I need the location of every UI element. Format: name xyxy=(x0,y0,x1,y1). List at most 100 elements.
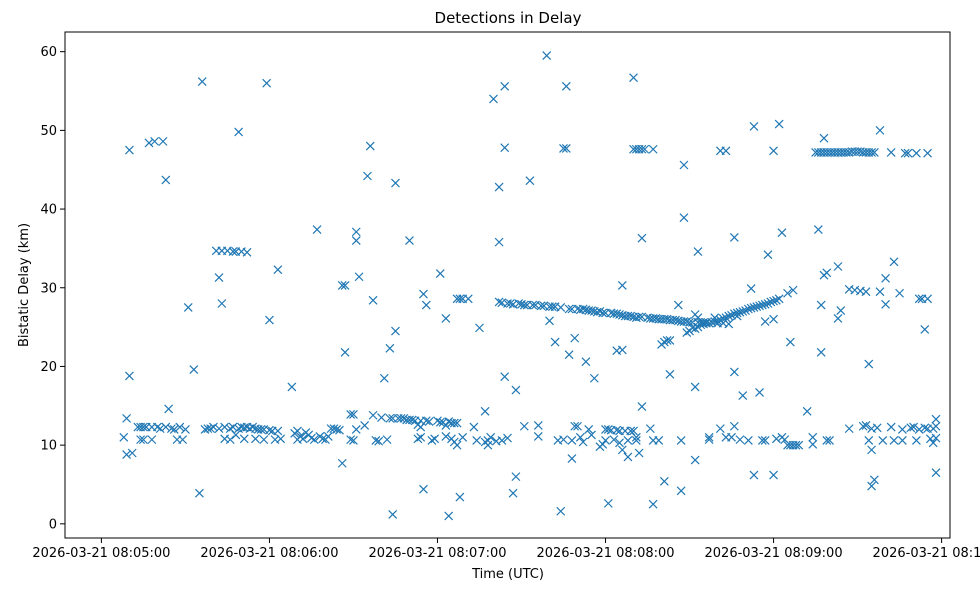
data-point xyxy=(346,435,356,445)
data-point xyxy=(867,445,877,455)
data-point xyxy=(578,304,588,314)
data-point xyxy=(771,434,781,444)
data-point xyxy=(525,176,535,186)
data-point xyxy=(713,316,722,326)
data-point xyxy=(741,306,750,315)
data-point xyxy=(637,233,647,243)
data-point xyxy=(550,337,560,347)
data-point xyxy=(735,435,745,445)
data-point xyxy=(421,300,431,310)
data-point xyxy=(889,257,899,267)
data-point xyxy=(475,323,484,333)
data-point xyxy=(931,468,941,478)
data-point xyxy=(503,433,512,443)
data-point xyxy=(626,311,636,321)
data-point xyxy=(323,432,333,441)
data-point xyxy=(623,452,633,462)
data-point xyxy=(433,416,442,426)
y-tick-label: 30 xyxy=(40,281,57,296)
data-point xyxy=(743,435,753,445)
data-point xyxy=(729,421,739,431)
data-point xyxy=(407,415,417,425)
data-point xyxy=(214,273,224,282)
data-point xyxy=(808,439,818,449)
y-tick-label: 0 xyxy=(49,517,57,532)
data-point xyxy=(519,421,529,431)
data-point xyxy=(124,145,134,155)
data-point xyxy=(351,236,361,245)
data-point xyxy=(441,314,451,323)
data-point xyxy=(836,306,846,315)
data-point xyxy=(659,476,669,486)
data-point xyxy=(127,448,137,458)
data-point xyxy=(508,488,518,498)
data-point xyxy=(631,432,641,442)
data-point xyxy=(598,439,608,449)
data-point xyxy=(746,303,756,313)
data-point xyxy=(497,435,507,445)
x-tick-label: 2026-03-21 08:08:00 xyxy=(536,546,674,561)
data-point xyxy=(878,435,888,445)
data-point xyxy=(617,445,627,455)
data-point xyxy=(769,146,778,156)
data-point xyxy=(122,450,132,460)
data-point xyxy=(587,306,596,315)
data-point xyxy=(729,367,739,377)
y-tick-label: 20 xyxy=(40,360,57,375)
data-point xyxy=(822,268,832,278)
data-point xyxy=(631,435,641,445)
data-point xyxy=(662,336,672,345)
data-point xyxy=(763,250,773,260)
data-point xyxy=(914,294,924,304)
data-point xyxy=(419,484,428,494)
data-point xyxy=(693,247,703,256)
data-point xyxy=(763,299,773,308)
data-point xyxy=(623,435,633,445)
data-point xyxy=(368,295,378,305)
data-point xyxy=(309,435,319,445)
x-tick-label: 2026-03-21 08:10:00 xyxy=(873,546,980,561)
data-point xyxy=(732,308,742,318)
data-point xyxy=(861,287,871,297)
data-point xyxy=(469,422,479,432)
data-point xyxy=(769,314,778,324)
data-point xyxy=(615,438,624,448)
data-point xyxy=(732,311,742,321)
data-point xyxy=(760,435,770,445)
data-point xyxy=(615,310,624,319)
data-point xyxy=(755,301,764,311)
data-point xyxy=(920,325,930,334)
data-point xyxy=(349,435,358,445)
data-point xyxy=(365,141,375,151)
data-point xyxy=(869,147,879,157)
data-point xyxy=(900,148,910,158)
data-point xyxy=(872,423,882,433)
data-point xyxy=(228,247,238,256)
data-point xyxy=(749,122,759,131)
data-point xyxy=(659,337,669,347)
data-point xyxy=(760,317,770,327)
data-point xyxy=(486,432,496,442)
data-point xyxy=(603,498,613,508)
y-axis-label: Bistatic Delay (km) xyxy=(17,223,32,347)
data-point xyxy=(175,422,185,432)
data-point xyxy=(391,178,400,188)
data-point xyxy=(749,470,759,480)
data-point xyxy=(928,438,938,448)
data-point xyxy=(704,432,714,442)
data-point xyxy=(561,81,571,91)
data-point xyxy=(749,303,759,312)
x-tick-label: 2026-03-21 08:07:00 xyxy=(368,546,506,561)
data-point xyxy=(265,425,274,435)
data-point xyxy=(752,302,762,312)
data-point xyxy=(665,336,675,345)
data-point xyxy=(119,432,129,442)
data-point xyxy=(774,294,784,304)
data-point xyxy=(561,144,571,153)
data-point xyxy=(225,435,235,445)
data-point xyxy=(825,435,834,445)
data-point xyxy=(234,127,244,137)
x-tick-label: 2026-03-21 08:09:00 xyxy=(705,546,843,561)
data-point xyxy=(617,280,627,290)
